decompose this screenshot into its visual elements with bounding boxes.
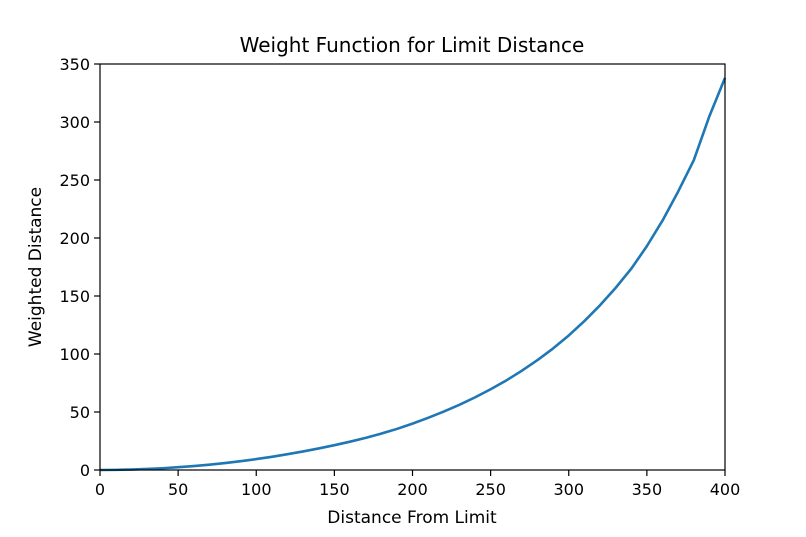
chart-title: Weight Function for Limit Distance [240, 33, 585, 57]
x-tick-label: 350 [632, 480, 663, 499]
x-tick-label: 300 [553, 480, 584, 499]
y-tick-label: 200 [59, 229, 90, 248]
y-tick-label: 0 [80, 461, 90, 480]
y-tick-label: 250 [59, 171, 90, 190]
x-tick-label: 250 [475, 480, 506, 499]
y-tick-label: 100 [59, 345, 90, 364]
x-tick-label: 100 [241, 480, 272, 499]
x-tick-label: 200 [397, 480, 428, 499]
x-axis: 0 50 100 150 200 250 300 350 400 [95, 470, 740, 499]
y-tick-label: 300 [59, 113, 90, 132]
y-tick-label: 350 [59, 55, 90, 74]
x-tick-label: 400 [710, 480, 741, 499]
y-tick-label: 150 [59, 287, 90, 306]
x-tick-label: 150 [319, 480, 350, 499]
plot-area [99, 63, 727, 472]
y-axis-label: Weighted Distance [26, 187, 46, 347]
x-axis-label: Distance From Limit [327, 508, 497, 528]
series-line-0 [99, 77, 727, 472]
y-tick-label: 50 [70, 403, 90, 422]
x-tick-label: 50 [168, 480, 188, 499]
x-tick-label: 0 [95, 480, 105, 499]
y-axis: 0 50 100 150 200 250 300 350 [59, 55, 100, 480]
